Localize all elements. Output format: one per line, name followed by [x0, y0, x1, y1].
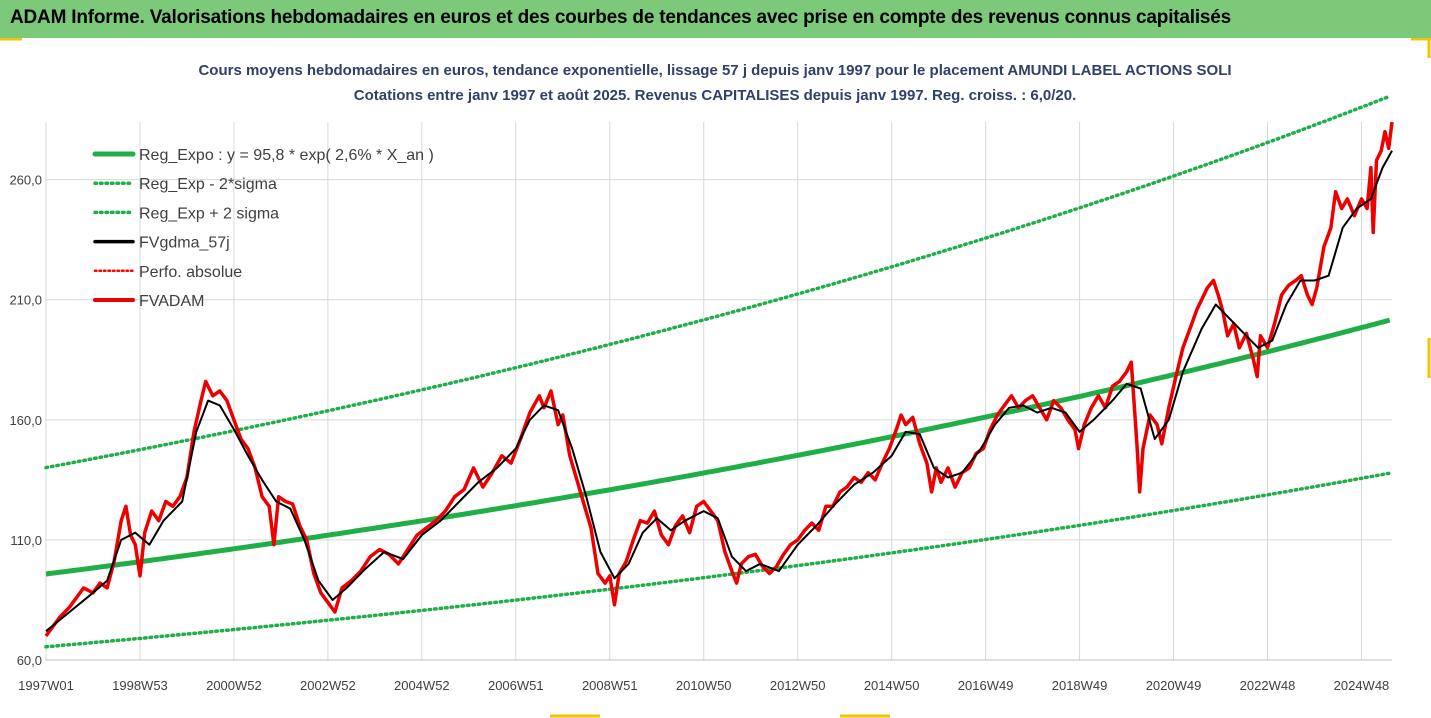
legend-reg-plus-2sigma: Reg_Exp + 2 sigma [93, 205, 279, 222]
x-tick-label: 2006W51 [488, 678, 544, 693]
x-tick-label: 2002W52 [300, 678, 356, 693]
y-tick-label: 60,0 [17, 653, 42, 668]
x-tick-label: 2016W49 [958, 678, 1014, 693]
header-bar: ADAM Informe. Valorisations hebdomadaire… [0, 0, 1431, 39]
x-tick-label: 1998W53 [112, 678, 168, 693]
frame-corner-marks [0, 38, 1431, 718]
x-tick-label: 2014W50 [864, 678, 920, 693]
y-tick-label: 160,0 [9, 413, 42, 428]
legend-reg-expo: Reg_Expo : y = 95,8 * exp( 2,6% * X_an ) [92, 147, 434, 164]
grid [45, 122, 1392, 661]
x-tick-label: 2000W52 [206, 678, 262, 693]
series-reg-plus-2sigma [44, 94, 1392, 470]
legend-fvgdma-57j: FVgdma_57j [93, 235, 230, 252]
legend-label: Reg_Expo : y = 95,8 * exp( 2,6% * X_an ) [139, 147, 434, 164]
chart-title: Cours moyens hebdomadaires en euros, ten… [198, 62, 1231, 79]
chart: Cours moyens hebdomadaires en euros, ten… [0, 38, 1431, 718]
legend: Reg_Expo : y = 95,8 * exp( 2,6% * X_an )… [92, 147, 434, 310]
legend-label: Perfo. absolue [139, 264, 242, 281]
legend-fvadam: FVADAM [93, 293, 204, 310]
y-tick-label: 260,0 [9, 173, 42, 188]
series-layer [44, 94, 1394, 649]
legend-label: FVADAM [139, 293, 204, 310]
series-reg-expo [45, 317, 1391, 577]
x-tick-label: 2020W49 [1146, 678, 1202, 693]
x-tick-label: 2018W49 [1052, 678, 1108, 693]
chart-subtitle: Cotations entre janv 1997 et août 2025. … [354, 87, 1077, 104]
chart-background [0, 38, 1431, 718]
x-tick-label: 2010W50 [676, 678, 732, 693]
x-axis: 1997W01 1998W53 2000W52 2002W52 2004W52 2006W… [18, 659, 1392, 693]
x-tick-label: 2012W50 [770, 678, 826, 693]
series-fvgdma-57j [45, 150, 1393, 632]
legend-label: Reg_Exp - 2*sigma [139, 176, 277, 193]
header-title: ADAM Informe. Valorisations hebdomadaire… [10, 7, 1232, 28]
x-tick-label: 2004W52 [394, 678, 450, 693]
legend-label: FVgdma_57j [139, 235, 230, 252]
legend-reg-minus-2sigma: Reg_Exp - 2*sigma [93, 176, 277, 193]
legend-label: Reg_Exp + 2 sigma [139, 205, 279, 222]
y-tick-label: 210,0 [9, 293, 42, 308]
x-tick-label: 2022W48 [1240, 678, 1296, 693]
x-tick-label: 2024W48 [1334, 678, 1390, 693]
legend-perfo-absolue: Perfo. absolue [93, 264, 242, 281]
y-axis: 60,0 110,0 160,0 210,0 260,0 [9, 173, 42, 668]
series-reg-minus-2sigma [44, 471, 1392, 649]
x-tick-label: 1997W01 [18, 678, 74, 693]
series-fvadam [44, 121, 1394, 638]
y-tick-label: 110,0 [10, 533, 42, 548]
x-tick-label: 2008W51 [582, 678, 638, 693]
